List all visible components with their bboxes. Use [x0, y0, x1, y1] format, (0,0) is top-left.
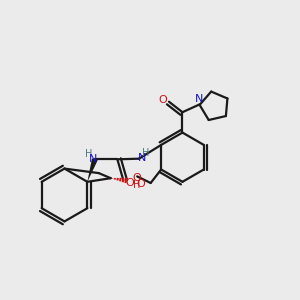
Text: O: O — [125, 178, 134, 188]
Text: H: H — [85, 149, 92, 159]
Text: O: O — [158, 95, 167, 105]
Text: O: O — [136, 178, 145, 189]
Text: N: N — [195, 94, 203, 104]
Text: H: H — [142, 148, 149, 158]
Text: H: H — [133, 180, 141, 190]
Text: N: N — [138, 153, 146, 163]
Polygon shape — [87, 158, 98, 182]
Text: N: N — [89, 154, 98, 164]
Text: O: O — [133, 173, 141, 183]
